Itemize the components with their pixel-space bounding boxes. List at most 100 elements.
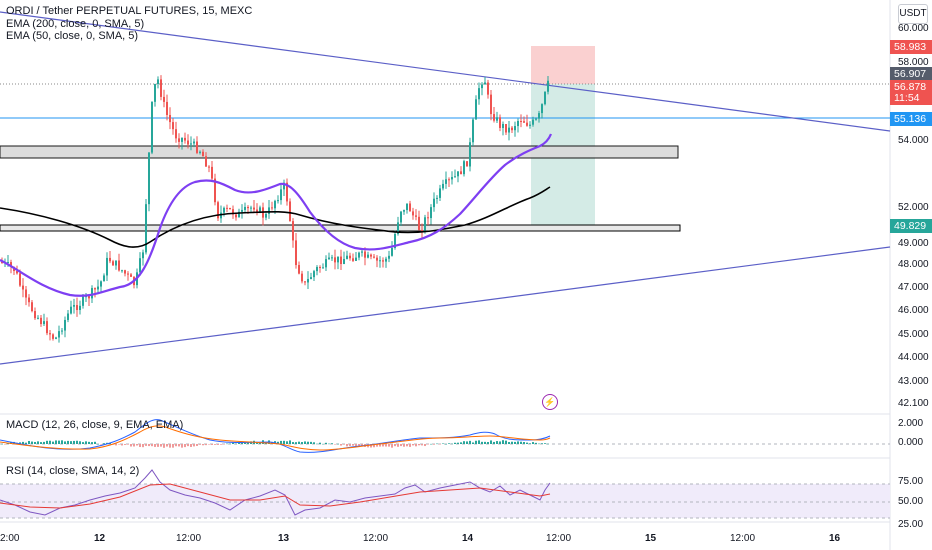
macd-tick: 2.000 xyxy=(898,418,924,429)
candle-body xyxy=(385,258,387,262)
macd-bar xyxy=(370,444,372,448)
macd-bar xyxy=(64,441,66,444)
rsi-tick: 25.00 xyxy=(898,519,924,530)
macd-bar xyxy=(361,444,363,447)
candle-body xyxy=(442,183,444,189)
ema200-line xyxy=(0,186,551,248)
price-tick: 45.000 xyxy=(898,329,929,340)
candle-body xyxy=(235,214,237,218)
price-tick: 47.000 xyxy=(898,282,929,293)
candle-body xyxy=(256,209,258,213)
macd-bar xyxy=(376,444,378,447)
candle-body xyxy=(337,256,339,263)
macd-bar xyxy=(325,442,327,444)
current-price-tag: 56.878 xyxy=(890,80,932,94)
candle-body xyxy=(31,302,33,312)
macd-bar xyxy=(235,443,237,445)
candle-body xyxy=(253,207,255,210)
candle-body xyxy=(388,255,390,259)
candle-body xyxy=(196,141,198,153)
currency-button[interactable]: USDT xyxy=(898,4,928,24)
macd-bar xyxy=(388,444,390,447)
descending-trendline[interactable] xyxy=(0,11,891,132)
ema200-legend[interactable]: EMA (200, close, 0, SMA, 5) xyxy=(6,18,145,30)
price-tick: 48.000 xyxy=(898,259,929,270)
candle-body xyxy=(292,221,294,241)
supply-zone-rect[interactable] xyxy=(0,145,679,159)
candle-body xyxy=(466,161,468,167)
macd-bar xyxy=(424,444,426,447)
macd-bar xyxy=(220,444,222,445)
macd-bar xyxy=(379,444,381,447)
price-tick: 46.000 xyxy=(898,305,929,316)
macd-bar xyxy=(184,444,186,448)
candle-body xyxy=(100,281,102,287)
macd-bar xyxy=(97,443,99,445)
candle-body xyxy=(172,122,174,130)
candle-body xyxy=(175,129,177,139)
candle-body xyxy=(373,256,375,258)
candle-body xyxy=(328,257,330,260)
candle-body xyxy=(10,262,12,267)
candle-body xyxy=(268,207,270,214)
macd-bar xyxy=(238,442,240,444)
macd-bar xyxy=(340,444,342,446)
macd-bar xyxy=(538,443,540,445)
candle-body xyxy=(454,176,456,178)
macd-bar xyxy=(493,441,495,444)
ascending-trendline[interactable] xyxy=(0,246,891,365)
macd-bar xyxy=(22,441,24,444)
candle-body xyxy=(490,94,492,115)
candle-body xyxy=(325,259,327,268)
macd-bar xyxy=(400,444,402,447)
price-tick: 52.000 xyxy=(898,202,929,213)
macd-bar xyxy=(403,444,405,447)
candle-body xyxy=(226,207,228,209)
macd-bar xyxy=(319,442,321,444)
ema50-line xyxy=(0,133,553,297)
macd-bar xyxy=(439,444,441,445)
demand-zone-rect[interactable] xyxy=(0,224,681,232)
macd-bar xyxy=(391,444,393,448)
rsi-legend[interactable]: RSI (14, close, SMA, 14, 2) xyxy=(6,465,140,477)
macd-bar xyxy=(82,442,84,444)
candle-body xyxy=(265,213,267,218)
price-tick: 49.000 xyxy=(898,238,929,249)
macd-bar xyxy=(490,440,492,444)
macd-bar xyxy=(427,444,429,445)
candle-body xyxy=(502,123,504,128)
candle-body xyxy=(331,257,333,259)
macd-bar xyxy=(355,444,357,447)
macd-bar xyxy=(145,444,147,446)
macd-bar xyxy=(190,444,192,447)
time-label: 12:00 xyxy=(363,533,389,544)
candle-body xyxy=(97,286,99,290)
candle-body xyxy=(157,79,159,85)
ema50-legend[interactable]: EMA (50, close, 0, SMA, 5) xyxy=(6,30,139,42)
candle-body xyxy=(352,258,354,261)
candle-body xyxy=(313,271,315,278)
macd-legend[interactable]: MACD (12, 26, close, 9, EMA, EMA) xyxy=(6,419,184,431)
candle-body xyxy=(205,156,207,167)
lightning-icon[interactable]: ⚡ xyxy=(542,394,558,410)
candle-body xyxy=(220,212,222,219)
macd-bar xyxy=(547,443,549,445)
rsi-ma-line xyxy=(0,483,551,509)
stop-loss-zone[interactable] xyxy=(531,46,595,84)
symbol-title[interactable]: ORDI / Tether PERPETUAL FUTURES, 15, MEX… xyxy=(6,5,253,17)
candle-body xyxy=(397,222,399,234)
candle-body xyxy=(250,207,252,209)
macd-bar xyxy=(418,444,420,446)
candle-body xyxy=(349,255,351,259)
macd-bar xyxy=(289,440,291,444)
macd-bar xyxy=(115,444,117,446)
macd-bar xyxy=(31,441,33,444)
candle-body xyxy=(526,122,528,126)
macd-bar xyxy=(199,444,201,445)
candle-body xyxy=(334,257,336,263)
macd-bar xyxy=(67,440,69,444)
macd-bar xyxy=(535,442,537,444)
macd-bar xyxy=(406,444,408,447)
candle-body xyxy=(289,201,291,222)
